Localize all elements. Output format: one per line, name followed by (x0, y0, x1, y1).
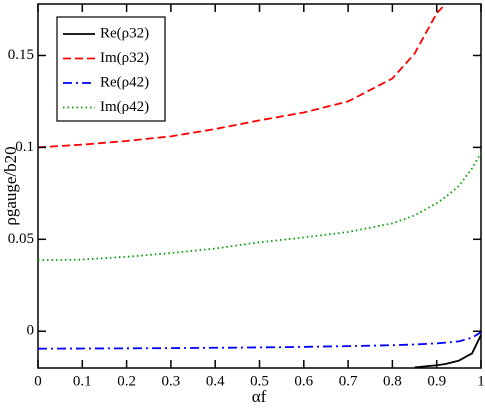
y-tick-label: 0.15 (8, 47, 34, 63)
y-tick-label: 0.1 (15, 139, 34, 155)
x-tick-label: 0.5 (250, 373, 269, 389)
x-axis-label: αf (252, 387, 267, 406)
plot-area (38, 4, 481, 368)
x-tick-label: 0.7 (339, 373, 358, 389)
y-tick-label: 0 (27, 323, 35, 339)
legend-label: Re(ρ32) (100, 25, 149, 41)
x-tick-label: 1 (477, 373, 485, 389)
series-line (38, 4, 447, 149)
x-tick-label: 0.4 (206, 373, 225, 389)
x-tick-label: 0.6 (294, 373, 313, 389)
x-tick-label: 0.8 (383, 373, 402, 389)
x-tick-label: 0 (34, 373, 42, 389)
series-line (38, 331, 481, 350)
x-tick-label: 0.9 (427, 373, 446, 389)
y-tick-label: 0.05 (8, 231, 34, 247)
legend-label: Im(ρ32) (100, 50, 149, 66)
x-tick-label: 0.3 (162, 373, 181, 389)
series-line (38, 152, 481, 262)
x-tick-label: 0.2 (117, 373, 136, 389)
legend-label: Re(ρ42) (100, 74, 149, 90)
y-axis-label: ρgauge/b20 (1, 146, 20, 225)
x-tick-label: 0.1 (73, 373, 92, 389)
legend-label: Im(ρ42) (100, 99, 149, 115)
series-line (414, 334, 481, 368)
